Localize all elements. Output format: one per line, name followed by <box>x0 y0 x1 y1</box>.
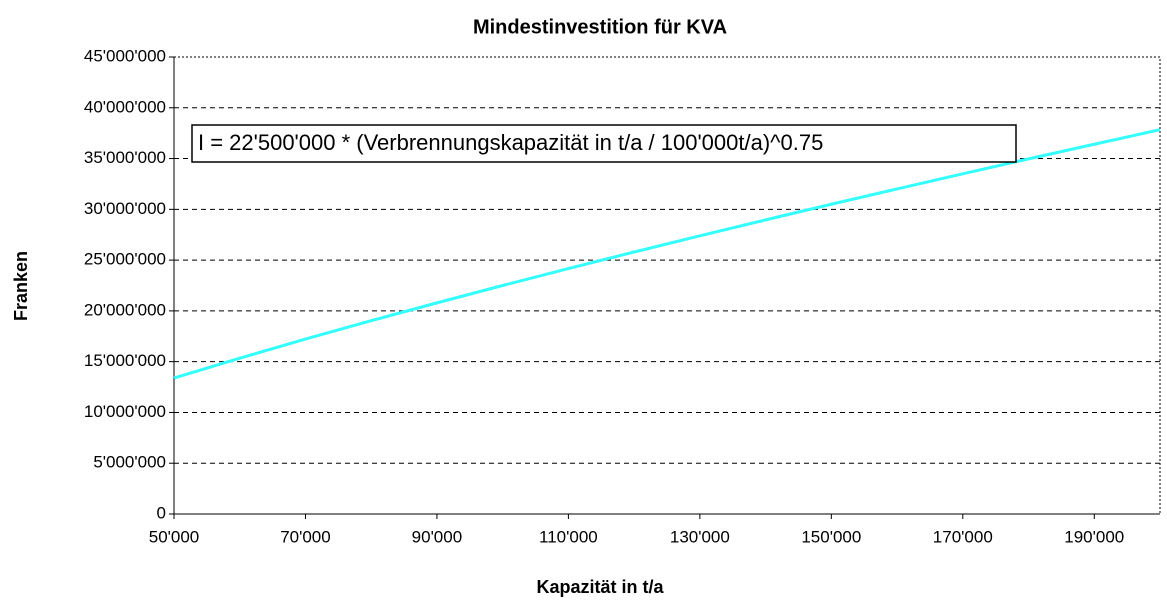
y-tick-label: 0 <box>157 503 166 522</box>
y-axis-label: Franken <box>11 251 31 321</box>
chart-title: Mindestinvestition für KVA <box>473 16 727 38</box>
annotation: I = 22'500'000 * (Verbrennungskapazität … <box>198 130 823 155</box>
x-tick-label: 110'000 <box>539 527 598 546</box>
x-tick-label: 130'000 <box>670 527 730 546</box>
y-tick-label: 25'000'000 <box>84 250 166 269</box>
line <box>173 128 1161 380</box>
y-tick-label: 10'000'000 <box>84 402 166 421</box>
y-tick-label: 35'000'000 <box>84 148 166 167</box>
x-tick-label: 50'000 <box>149 527 200 546</box>
x-tick-label: 150'000 <box>801 527 861 546</box>
y-tick-label: 45'000'000 <box>84 46 166 65</box>
y-tick-label: 20'000'000 <box>84 300 166 319</box>
y-tick-label: 15'000'000 <box>84 351 166 370</box>
x-tick-label: 170'000 <box>933 527 993 546</box>
annotation-box <box>191 124 1017 163</box>
x-tick-label: 90'000 <box>412 527 463 546</box>
x-tick-label: 190'000 <box>1064 527 1124 546</box>
y-tick-label: 5'000'000 <box>93 453 166 472</box>
y-tick-label: 30'000'000 <box>84 199 166 218</box>
y-tick-label: 40'000'000 <box>84 97 166 116</box>
x-axis-label: Kapazität in t/a <box>536 577 664 597</box>
x-tick-label: 70'000 <box>280 527 331 546</box>
